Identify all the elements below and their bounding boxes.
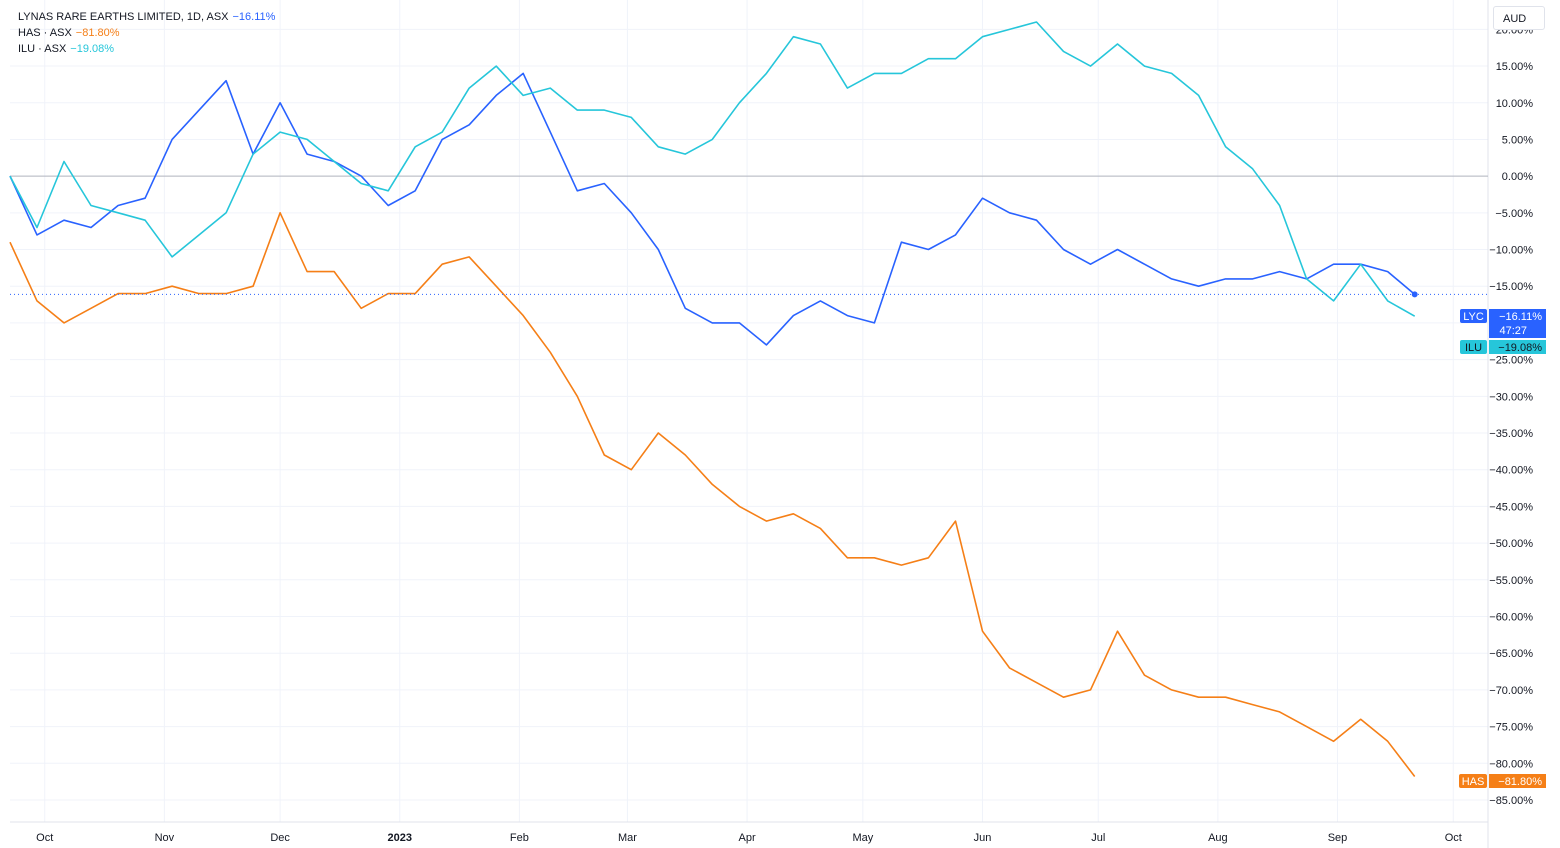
lyc-symbol-text: LYC bbox=[1463, 311, 1484, 323]
x-tick-label: Nov bbox=[155, 832, 175, 844]
y-tick-label: −45.00% bbox=[1489, 501, 1533, 513]
legend-main-series[interactable]: LYNAS RARE EARTHS LIMITED, 1D, ASX −16.11… bbox=[18, 9, 275, 25]
legend-main-label: LYNAS RARE EARTHS LIMITED, 1D, ASX bbox=[18, 11, 229, 23]
legend-ilu-value: −19.08% bbox=[70, 43, 115, 55]
has-symbol-tag bbox=[1459, 774, 1487, 788]
y-tick-label: −50.00% bbox=[1489, 538, 1533, 550]
y-tick-label: −25.00% bbox=[1489, 355, 1533, 367]
x-tick-label: Sep bbox=[1328, 832, 1348, 844]
y-tick-label: −40.00% bbox=[1489, 465, 1533, 477]
ilu-symbol-text: ILU bbox=[1465, 342, 1482, 354]
lyc-symbol-tag bbox=[1460, 309, 1487, 323]
legend-ilu-label: ILU · ASX bbox=[18, 43, 67, 55]
chart-legend: LYNAS RARE EARTHS LIMITED, 1D, ASX −16.11… bbox=[18, 9, 275, 57]
x-tick-label: 2023 bbox=[388, 832, 412, 844]
legend-main-value: −16.11% bbox=[232, 11, 276, 23]
y-tick-label: 15.00% bbox=[1496, 61, 1534, 73]
x-tick-label: Mar bbox=[618, 832, 637, 844]
has-symbol-text: HAS bbox=[1462, 776, 1485, 788]
ilu-symbol-tag bbox=[1460, 340, 1487, 354]
y-tick-label: −65.00% bbox=[1489, 648, 1533, 660]
lyc-countdown-text: 47:27 bbox=[1499, 325, 1527, 337]
ilu-value-box bbox=[1489, 340, 1546, 354]
x-tick-label: May bbox=[852, 832, 873, 844]
chart-grid bbox=[10, 0, 1488, 822]
has-price-label: HAS −81.80% bbox=[1459, 774, 1546, 788]
y-tick-label: −70.00% bbox=[1489, 685, 1533, 697]
lyc-last-value-dot bbox=[1411, 291, 1418, 298]
ilu-price-label: ILU −19.08% bbox=[1460, 340, 1546, 354]
series-line-ilu[interactable] bbox=[9, 21, 1416, 317]
has-value-text: −81.80% bbox=[1498, 776, 1542, 788]
y-tick-label: −80.00% bbox=[1489, 758, 1533, 770]
legend-has-series[interactable]: HAS · ASX −81.80% bbox=[18, 25, 275, 41]
price-axis[interactable]: 20.00%15.00%10.00%5.00%0.00%−5.00%−10.00… bbox=[1489, 24, 1533, 807]
y-tick-label: 10.00% bbox=[1496, 98, 1534, 110]
y-tick-label: −85.00% bbox=[1489, 795, 1533, 807]
lyc-value-text: −16.11% bbox=[1499, 311, 1542, 323]
y-tick-label: −5.00% bbox=[1495, 208, 1533, 220]
y-tick-label: −60.00% bbox=[1489, 612, 1533, 624]
lyc-value-box bbox=[1489, 309, 1546, 338]
y-tick-label: −10.00% bbox=[1489, 245, 1533, 257]
y-tick-label: −75.00% bbox=[1489, 722, 1533, 734]
x-tick-label: Feb bbox=[510, 832, 529, 844]
y-tick-label: −55.00% bbox=[1489, 575, 1533, 587]
y-tick-label: −35.00% bbox=[1489, 428, 1533, 440]
x-tick-label: Oct bbox=[1445, 832, 1462, 844]
series-layer bbox=[9, 21, 1416, 777]
currency-selector-button[interactable]: AUD bbox=[1493, 6, 1545, 30]
x-tick-label: Apr bbox=[739, 832, 756, 844]
x-tick-label: Jun bbox=[974, 832, 992, 844]
series-line-has[interactable] bbox=[9, 212, 1416, 777]
y-tick-label: −15.00% bbox=[1489, 281, 1533, 293]
x-tick-label: Aug bbox=[1208, 832, 1228, 844]
ilu-value-text: −19.08% bbox=[1498, 342, 1542, 354]
legend-ilu-series[interactable]: ILU · ASX −19.08% bbox=[18, 41, 275, 57]
series-line-lyc[interactable] bbox=[9, 72, 1416, 346]
x-tick-label: Jul bbox=[1091, 832, 1105, 844]
y-tick-label: 5.00% bbox=[1502, 134, 1533, 146]
x-tick-label: Oct bbox=[36, 832, 53, 844]
lyc-price-label: LYC −16.11% 47:27 bbox=[1460, 309, 1546, 338]
time-axis[interactable]: Oct Nov Dec 2023 Feb Mar Apr May Jun Jul Aug Sep Oct bbox=[36, 832, 1462, 844]
x-tick-label: Dec bbox=[270, 832, 290, 844]
legend-has-label: HAS · ASX bbox=[18, 27, 72, 39]
has-value-box bbox=[1489, 774, 1546, 788]
y-tick-label: −30.00% bbox=[1489, 391, 1533, 403]
legend-has-value: −81.80% bbox=[75, 27, 120, 39]
y-tick-label: 0.00% bbox=[1502, 171, 1533, 183]
